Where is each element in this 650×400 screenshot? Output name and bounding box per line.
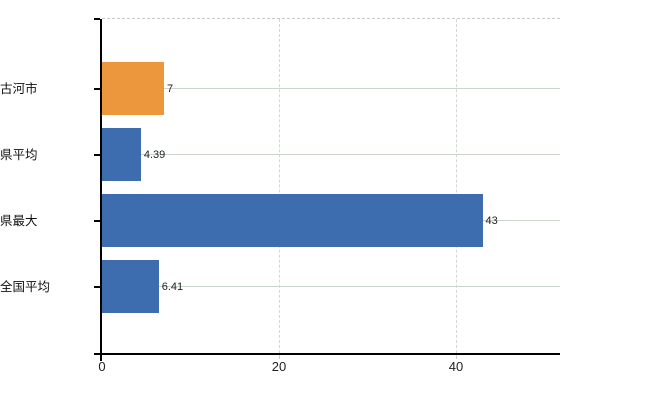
h-gridline	[102, 286, 560, 287]
bar-value-label: 43	[485, 214, 498, 227]
bar-value-label: 6.41	[161, 280, 184, 293]
category-tick-mark	[94, 153, 100, 156]
category-label: 県最大	[0, 213, 38, 228]
h-gridline	[102, 88, 560, 89]
x-tick-label: 0	[98, 359, 106, 374]
category-label: 全国平均	[0, 279, 51, 294]
bar-value-label: 7	[166, 82, 174, 95]
x-tick-label: 40	[448, 359, 464, 374]
y-axis-top-tick-mark	[94, 18, 100, 20]
category-tick-mark	[94, 87, 100, 90]
category-label: 古河市	[0, 81, 38, 96]
x-tick-label: 20	[271, 359, 287, 374]
y-axis-line	[100, 19, 102, 359]
x-axis-line	[94, 353, 560, 355]
bar-value-label: 4.39	[143, 148, 166, 161]
category-label: 県平均	[0, 147, 38, 162]
plot-top-border	[102, 18, 560, 19]
bar	[102, 128, 141, 181]
h-gridline	[102, 154, 560, 155]
bar	[102, 260, 159, 313]
bar	[102, 62, 164, 115]
bar	[102, 194, 483, 247]
category-tick-mark	[94, 219, 100, 222]
x-tick-mark	[278, 355, 280, 359]
category-tick-mark	[94, 285, 100, 288]
v-gridline	[278, 19, 280, 353]
v-gridline	[455, 19, 457, 353]
x-tick-mark	[455, 355, 457, 359]
